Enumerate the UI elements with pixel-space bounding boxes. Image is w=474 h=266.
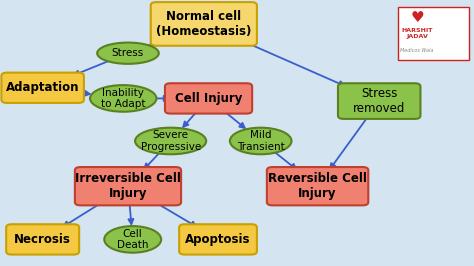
Ellipse shape — [104, 226, 161, 253]
Text: Mild
Transient: Mild Transient — [237, 130, 284, 152]
FancyBboxPatch shape — [179, 224, 257, 255]
Text: Severe
Progressive: Severe Progressive — [140, 130, 201, 152]
Text: Cell Injury: Cell Injury — [175, 92, 242, 105]
Text: Adaptation: Adaptation — [6, 81, 80, 94]
Text: Inability
to Adapt: Inability to Adapt — [101, 88, 146, 109]
FancyBboxPatch shape — [338, 83, 420, 119]
Text: Apoptosis: Apoptosis — [185, 233, 251, 246]
Text: Medicos Wala: Medicos Wala — [401, 48, 434, 52]
Ellipse shape — [90, 85, 156, 112]
FancyBboxPatch shape — [398, 7, 469, 60]
Text: ♥: ♥ — [410, 10, 424, 25]
FancyBboxPatch shape — [6, 224, 79, 255]
FancyBboxPatch shape — [75, 167, 181, 205]
Text: Reversible Cell
Injury: Reversible Cell Injury — [268, 172, 367, 200]
Ellipse shape — [97, 43, 159, 64]
Text: HARSHIT
JADAV: HARSHIT JADAV — [401, 28, 433, 39]
Text: Necrosis: Necrosis — [14, 233, 71, 246]
Ellipse shape — [135, 128, 206, 154]
Ellipse shape — [230, 128, 292, 154]
Text: Normal cell
(Homeostasis): Normal cell (Homeostasis) — [156, 10, 252, 38]
Text: Cell
Death: Cell Death — [117, 228, 148, 250]
FancyBboxPatch shape — [1, 73, 84, 103]
FancyBboxPatch shape — [151, 2, 257, 46]
FancyBboxPatch shape — [267, 167, 368, 205]
Text: Irreversible Cell
Injury: Irreversible Cell Injury — [75, 172, 181, 200]
Text: Stress: Stress — [112, 48, 144, 58]
Text: Stress
removed: Stress removed — [353, 87, 405, 115]
FancyBboxPatch shape — [165, 83, 252, 114]
